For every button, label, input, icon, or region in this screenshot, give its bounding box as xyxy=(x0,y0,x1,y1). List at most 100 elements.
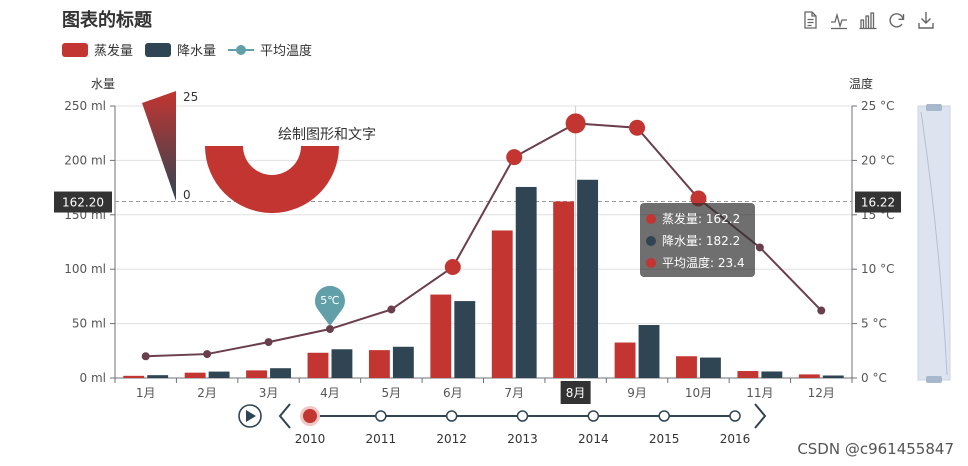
bar-precipitation[interactable] xyxy=(331,349,353,378)
bar-evaporation[interactable] xyxy=(676,356,697,378)
timeline-prev-button[interactable] xyxy=(278,403,291,429)
bar-precipitation[interactable] xyxy=(515,186,537,378)
bar-precipitation[interactable] xyxy=(577,179,599,378)
timeline-play-button[interactable] xyxy=(238,404,262,428)
timeline-year-label: 2014 xyxy=(578,432,609,446)
visual-map-wedge[interactable] xyxy=(142,91,176,201)
bar-precipitation[interactable] xyxy=(761,371,783,378)
timeline-node[interactable] xyxy=(729,410,741,422)
toolbox xyxy=(791,10,936,30)
data-view-icon[interactable] xyxy=(800,10,820,30)
tooltip-line: 平均温度: 23.4 xyxy=(662,255,745,270)
timeline-node[interactable] xyxy=(445,410,458,422)
timeline-node[interactable] xyxy=(587,410,600,422)
x-tick-label: 1月 xyxy=(136,386,156,400)
bar-precipitation[interactable] xyxy=(699,357,721,378)
bar-evaporation[interactable] xyxy=(368,350,390,378)
data-zoom-handle-bottom[interactable] xyxy=(926,376,942,383)
bar-precipitation[interactable] xyxy=(147,375,169,378)
timeline-next-button[interactable] xyxy=(754,403,767,429)
line-chart-icon[interactable] xyxy=(829,10,849,30)
timeline-year-label: 2011 xyxy=(366,432,397,446)
bar-evaporation[interactable] xyxy=(430,294,452,378)
x-tick-label: 3月 xyxy=(259,386,279,400)
axis-pointer-right-label: 16.22 xyxy=(861,196,895,210)
timeline-year-label: 2012 xyxy=(436,432,467,446)
bar-evaporation[interactable] xyxy=(798,374,820,378)
bar-evaporation[interactable] xyxy=(491,230,513,378)
y-right-tick-label: 20 °C xyxy=(861,153,894,167)
temperature-point[interactable] xyxy=(817,306,826,315)
bar-evaporation[interactable] xyxy=(737,371,759,378)
y-left-tick-label: 200 ml xyxy=(64,153,106,167)
temperature-point[interactable] xyxy=(203,350,212,359)
timeline-year-label: 2016 xyxy=(720,432,751,446)
graphic-text: 绘制图形和文字 xyxy=(278,127,376,143)
bar-evaporation[interactable] xyxy=(553,201,575,378)
save-image-icon[interactable] xyxy=(916,10,936,30)
axis-pointer-left-badge xyxy=(54,191,112,213)
bar-precipitation[interactable] xyxy=(822,375,844,378)
temperature-point[interactable] xyxy=(141,352,150,361)
bar-evaporation[interactable] xyxy=(246,370,268,378)
bar-precipitation[interactable] xyxy=(208,371,230,378)
bar-precipitation[interactable] xyxy=(270,368,291,378)
bar-evaporation[interactable] xyxy=(123,375,145,378)
tooltip-box xyxy=(640,203,755,277)
temperature-point[interactable] xyxy=(444,259,461,276)
y-right-tick-label: 0 °C xyxy=(861,371,887,385)
temperature-point[interactable] xyxy=(325,325,334,334)
axis-pointer-right-badge xyxy=(855,191,901,213)
tooltip-line: 降水量: 182.2 xyxy=(662,234,740,248)
bar-precipitation[interactable] xyxy=(638,325,660,378)
bar-precipitation[interactable] xyxy=(454,301,476,378)
temperature-point[interactable] xyxy=(565,113,586,134)
watermark-text: CSDN @c961455847 xyxy=(797,440,954,458)
data-zoom-shadow xyxy=(920,111,948,376)
timeline-node[interactable] xyxy=(516,410,529,422)
legend-swatch-avg-temperature xyxy=(228,43,255,57)
temperature-point[interactable] xyxy=(264,338,273,347)
bar-evaporation[interactable] xyxy=(307,352,329,378)
timeline-year-label: 2013 xyxy=(507,432,538,446)
x-tick-label: 6月 xyxy=(443,386,463,400)
temperature-point[interactable] xyxy=(755,243,764,252)
bar-precipitation[interactable] xyxy=(392,346,414,378)
chart-title: 图表的标题 xyxy=(62,10,152,31)
bar-evaporation[interactable] xyxy=(614,342,636,378)
tooltip-marker xyxy=(646,258,656,268)
legend-swatch-precipitation xyxy=(145,42,172,57)
timeline-year-label: 2010 xyxy=(295,432,326,446)
axis-pointer-x-label: 8月 xyxy=(566,386,586,400)
timeline-node[interactable] xyxy=(658,410,670,422)
graphic-half-donut xyxy=(205,146,339,213)
tooltip-marker xyxy=(646,236,656,246)
y-left-tick-label: 0 ml xyxy=(80,371,106,385)
axis-pointer-x-badge xyxy=(560,381,591,404)
temperature-point[interactable] xyxy=(629,119,646,136)
y-left-tick-label: 50 ml xyxy=(72,317,106,331)
legend-item-precipitation[interactable]: 降水量 xyxy=(145,40,216,59)
temperature-point[interactable] xyxy=(690,190,707,207)
visual-map-min-label: 0 xyxy=(183,188,191,202)
x-tick-label: 11月 xyxy=(746,386,773,400)
legend-item-evaporation[interactable]: 蒸发量 xyxy=(62,40,133,59)
visual-map-max-label: 25 xyxy=(183,90,198,104)
bar-evaporation[interactable] xyxy=(184,372,206,378)
restore-icon[interactable] xyxy=(887,10,907,30)
data-zoom-handle-top[interactable] xyxy=(926,104,942,111)
legend-item-avg-temperature[interactable]: 平均温度 xyxy=(228,40,312,59)
timeline-node-current[interactable] xyxy=(303,409,317,423)
y-right-axis-name: 温度 xyxy=(849,76,873,91)
tooltip-line: 蒸发量: 162.2 xyxy=(662,211,740,226)
timeline-node[interactable] xyxy=(375,410,387,422)
play-icon xyxy=(246,410,256,422)
temperature-point[interactable] xyxy=(506,149,523,166)
bar-chart-icon[interactable] xyxy=(858,10,878,30)
legend: 蒸发量 降水量 平均温度 xyxy=(62,40,324,59)
x-tick-label: 9月 xyxy=(627,386,647,400)
temperature-point[interactable] xyxy=(387,305,396,314)
axis-pointer-left-label: 162.20 xyxy=(62,196,104,210)
legend-swatch-evaporation xyxy=(62,42,88,57)
